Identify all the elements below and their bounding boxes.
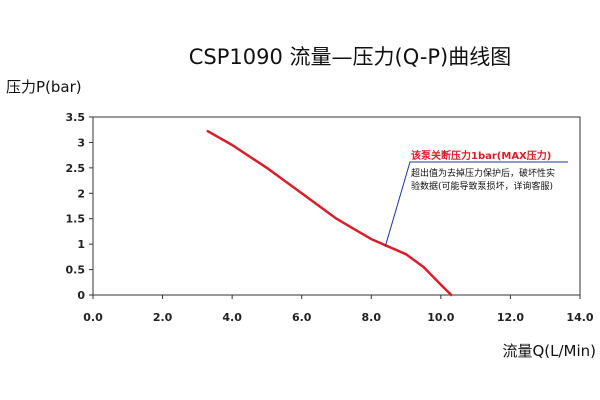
y-tick-label: 1.5 [66,213,86,226]
x-axis-label: 流量Q(L/Min) [502,342,596,360]
x-tick-label: 12.0 [497,311,524,324]
y-axis-ticks: 0 0.5 1 1.5 2 2.5 3 3.5 [66,111,93,302]
plot-frame [92,116,581,296]
y-tick-label: 0.5 [66,264,86,277]
series-line [206,129,453,297]
x-tick-label: 8.0 [362,311,382,324]
annotation-line-1: 超出值为去掉压力保护后，破坏性实 [411,167,555,179]
y-tick-label: 3 [77,136,85,149]
x-axis-ticks: 0.0 2.0 4.0 6.0 8.0 10.0 12.0 14.0 [83,295,594,324]
y-tick-label: 2 [77,187,85,200]
x-tick-label: 14.0 [566,311,593,324]
x-tick-label: 0.0 [83,311,103,324]
annotation-title: 该泵关断压力1bar(MAX压力) [411,149,551,162]
x-tick-label: 6.0 [292,311,312,324]
x-tick-label: 2.0 [153,311,173,324]
y-tick-label: 1 [77,238,85,251]
x-tick-label: 10.0 [427,311,454,324]
x-tick-label: 4.0 [222,311,242,324]
y-tick-label: 0 [77,289,85,302]
annotation-line-2: 验数据(可能导致泵损坏，详询客服) [411,180,553,192]
y-axis-label: 压力P(bar) [6,78,82,96]
chart-title: CSP1090 流量—压力(Q-P)曲线图 [189,45,512,69]
series-group [206,129,453,297]
annotation-leader-line [384,161,568,247]
y-tick-label: 3.5 [66,111,86,124]
y-tick-label: 2.5 [66,162,86,175]
